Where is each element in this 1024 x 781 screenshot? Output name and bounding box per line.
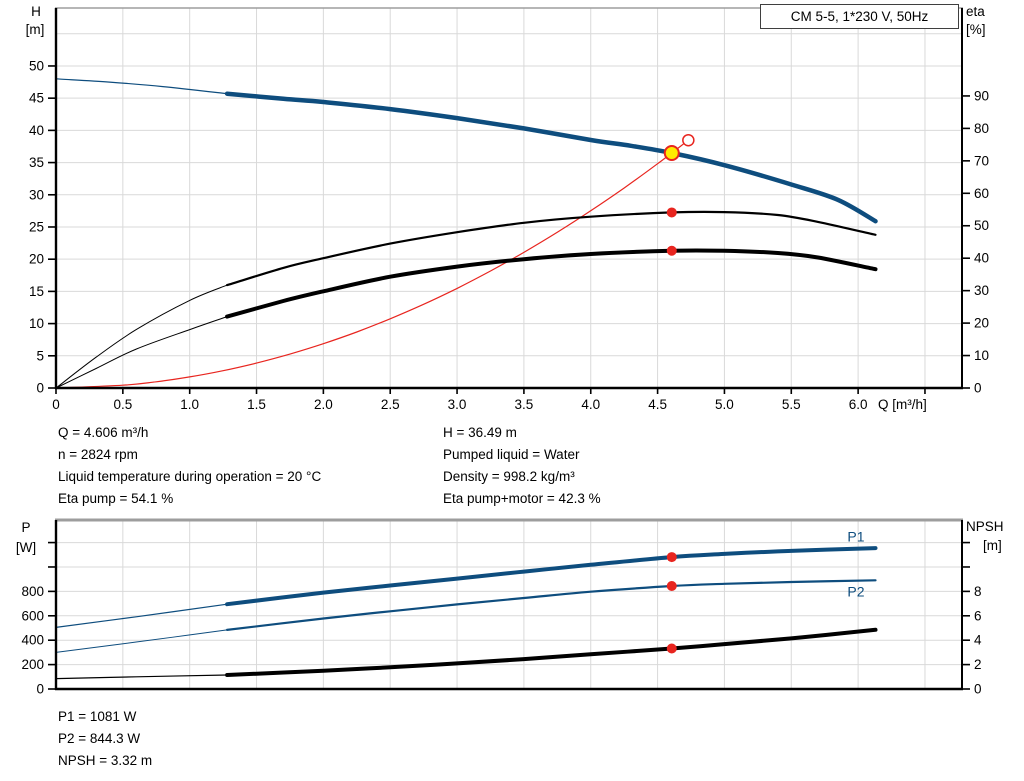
- x-tick-label: 3.5: [515, 397, 534, 412]
- eta-pump-motor-value: Eta pump+motor = 42.3 %: [443, 491, 601, 506]
- left-tick-label: 20: [29, 252, 44, 267]
- p2-duty-dot: [666, 580, 677, 591]
- right-tick-label: 0: [974, 682, 982, 697]
- x-tick-label: 1.0: [180, 397, 199, 412]
- right-tick-label: 40: [974, 251, 989, 266]
- flow-value: Q = 4.606 m³/h: [58, 425, 149, 440]
- left-tick-label: 25: [29, 219, 44, 234]
- left-tick-label: 45: [29, 91, 44, 106]
- pump-qh-curve-lead: [55, 78, 228, 95]
- x-tick-label: 5.5: [782, 397, 801, 412]
- x-tick-label: 4.5: [648, 397, 667, 412]
- p2-value: P2 = 844.3 W: [58, 731, 141, 746]
- x-tick-label: 2.0: [314, 397, 333, 412]
- npsh-value: NPSH = 3.32 m: [58, 753, 153, 768]
- eta-axis-unit: [%]: [966, 22, 986, 37]
- p1-value: P1 = 1081 W: [58, 709, 137, 724]
- x-tick-label: 1.5: [247, 397, 266, 412]
- p2-curve-lead: [55, 629, 228, 653]
- right-tick-label: 0: [974, 381, 982, 396]
- left-tick-label: 40: [29, 123, 44, 138]
- qh-eta-chart: 0 0.5 1.0 1.5 2.0 2.5 3.0 3.5 4.0 4.5 5.0 5.5 6.0 0 5 1…: [29, 7, 989, 412]
- p1-curve: [225, 546, 878, 607]
- eta-pump-motor-curve: [225, 248, 878, 319]
- duty-info-right: H = 36.49 m Pumped liquid = Water Densit…: [443, 422, 601, 510]
- x-tick-label: 4.0: [581, 397, 600, 412]
- pumped-liquid-value: Pumped liquid = Water: [443, 447, 580, 462]
- right-tick-label: 90: [974, 88, 989, 103]
- left-tick-label: 15: [29, 284, 44, 299]
- p2-curve-label: P2: [847, 584, 864, 600]
- power-npsh-chart: P1 P2 0 200 400 600 800 0 2 4 6 8: [21, 518, 982, 697]
- right-tick-label: 80: [974, 121, 989, 136]
- p-axis-title: P: [21, 520, 30, 535]
- left-tick-label: 0: [36, 682, 44, 697]
- x-tick-label: 2.5: [381, 397, 400, 412]
- npsh-curve-lead: [55, 674, 228, 680]
- x-tick-label: 0: [52, 397, 60, 412]
- eta-pump-motor-duty-dot: [666, 245, 677, 256]
- duty-point-marker[interactable]: [663, 144, 680, 161]
- left-tick-label: 0: [36, 381, 44, 396]
- p-axis-unit: [W]: [16, 540, 36, 555]
- left-tick-label: 50: [29, 58, 44, 73]
- right-tick-label: 60: [974, 186, 989, 201]
- left-tick-label: 5: [36, 348, 44, 363]
- npsh-axis-title: NPSH: [966, 519, 1004, 534]
- requested-duty-marker[interactable]: [682, 133, 695, 147]
- left-tick-label: 200: [21, 657, 44, 672]
- liquid-temperature-value: Liquid temperature during operation = 20…: [58, 469, 322, 484]
- x-tick-label: 0.5: [113, 397, 132, 412]
- pump-designation: CM 5-5, 1*230 V, 50Hz: [790, 9, 929, 24]
- left-tick-label: 10: [29, 316, 44, 331]
- left-tick-label: 800: [21, 584, 44, 599]
- head-value: H = 36.49 m: [443, 425, 517, 440]
- x-tick-label: 6.0: [849, 397, 868, 412]
- right-tick-label: 30: [974, 283, 989, 298]
- p2-curve: [226, 579, 877, 631]
- left-tick-label: 400: [21, 633, 44, 648]
- eta-pump-value: Eta pump = 54.1 %: [58, 491, 174, 506]
- h-axis-title: H: [31, 4, 41, 19]
- left-tick-label: 600: [21, 608, 44, 623]
- right-tick-label: 4: [974, 633, 982, 648]
- chart-title-box: CM 5-5, 1*230 V, 50Hz: [760, 4, 959, 29]
- power-info: P1 = 1081 W P2 = 844.3 W NPSH = 3.32 m: [58, 706, 152, 772]
- h-axis-unit: [m]: [26, 22, 45, 37]
- eta-axis-title: eta: [966, 4, 985, 19]
- right-tick-label: 2: [974, 657, 982, 672]
- right-tick-label: 70: [974, 153, 989, 168]
- x-tick-label: 3.0: [448, 397, 467, 412]
- npsh-axis-unit: [m]: [983, 538, 1002, 553]
- eta-pump-motor-curve-lead: [55, 316, 228, 389]
- q-axis-title: Q [m³/h]: [878, 397, 927, 412]
- npsh-curve: [225, 627, 878, 677]
- right-tick-label: 8: [974, 584, 982, 599]
- pump-qh-curve: [224, 91, 878, 224]
- left-tick-label: 35: [29, 155, 44, 170]
- duty-info-left: Q = 4.606 m³/h n = 2824 rpm Liquid tempe…: [58, 422, 321, 510]
- right-tick-label: 20: [974, 316, 989, 331]
- eta-pump-curve-lead: [55, 284, 228, 389]
- eta-pump-curve: [226, 210, 877, 287]
- speed-value: n = 2824 rpm: [58, 447, 138, 462]
- left-tick-label: 30: [29, 187, 44, 202]
- npsh-duty-dot: [666, 643, 677, 654]
- x-tick-label: 5.0: [715, 397, 734, 412]
- p1-duty-dot: [666, 552, 677, 563]
- p1-curve-lead: [55, 603, 228, 628]
- density-value: Density = 998.2 kg/m³: [443, 469, 575, 484]
- right-tick-label: 50: [974, 218, 989, 233]
- right-tick-label: 10: [974, 348, 989, 363]
- system-curve-lead: [55, 139, 689, 389]
- eta-pump-duty-dot: [666, 207, 677, 218]
- p1-curve-label: P1: [847, 528, 864, 544]
- right-tick-label: 6: [974, 608, 982, 623]
